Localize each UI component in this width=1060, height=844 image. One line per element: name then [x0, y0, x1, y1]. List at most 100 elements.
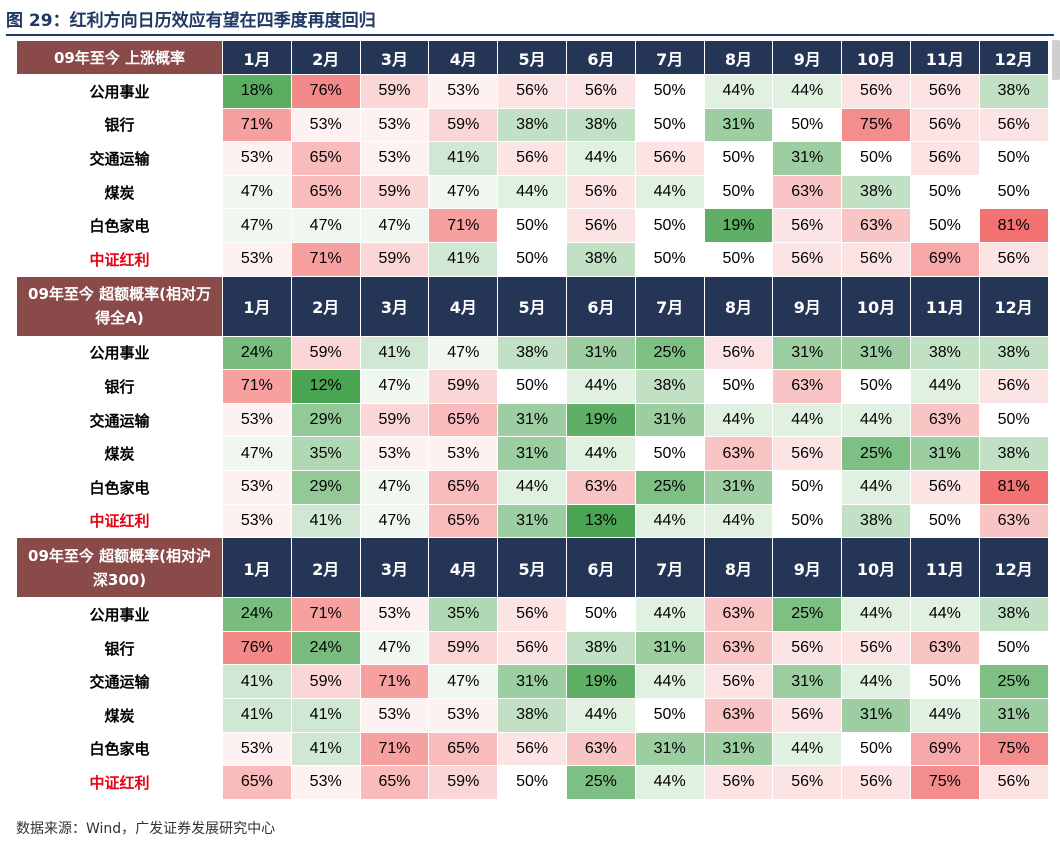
table-row: 交通运输 53% 65% 53% 41% 56% 44% 56% 50% 31% 50% 56% 50% [16, 141, 1049, 176]
heatmap-cell: 69% [909, 731, 980, 767]
heatmap-cell: 59% [359, 402, 430, 438]
heatmap-cell: 47% [428, 335, 499, 371]
heatmap-cell: 63% [565, 469, 636, 505]
table-row: 银行 71% 53% 53% 59% 38% 38% 50% 31% 50% 75% 56% 56% [16, 107, 1049, 143]
heatmap-cell: 24% [222, 335, 292, 371]
heatmap-cell: 41% [290, 697, 361, 733]
heatmap-cell: 50% [909, 174, 980, 210]
heatmap-cell: 53% [359, 436, 430, 471]
heatmap-cell: 41% [359, 335, 430, 371]
month-header: 5月 [497, 537, 567, 599]
heatmap-cell: 44% [772, 402, 843, 438]
heatmap-cell: 81% [978, 469, 1049, 505]
month-header: 3月 [359, 537, 430, 599]
heatmap-cell: 50% [634, 107, 705, 143]
heatmap-cell: 71% [359, 664, 430, 699]
row-label: 白色家电 [16, 469, 223, 505]
heatmap-cell: 31% [772, 141, 843, 176]
section-title: 09年至今 上涨概率 [16, 40, 223, 75]
heatmap-cell: 31% [497, 503, 567, 539]
heatmap-cell: 50% [772, 503, 843, 539]
heatmap-cell: 59% [359, 174, 430, 210]
table-row: 公用事业 24% 59% 41% 47% 38% 31% 25% 56% 31% 31% 38% 38% [16, 335, 1049, 371]
month-header: 5月 [497, 40, 567, 75]
figure-title: 图 29：红利方向日历效应有望在四季度再度回归 [6, 11, 376, 31]
heatmap-cell: 47% [359, 630, 430, 666]
heatmap-cell: 50% [497, 208, 567, 243]
heatmap-cell: 53% [428, 74, 499, 109]
heatmap-cell: 29% [290, 402, 361, 438]
heatmap-cell: 59% [359, 74, 430, 109]
scrollbar-thumb[interactable] [1052, 40, 1060, 80]
heatmap-cell: 50% [978, 402, 1049, 438]
heatmap-cell: 31% [772, 335, 843, 371]
month-header: 7月 [634, 40, 705, 75]
table-row: 白色家电 53% 29% 47% 65% 44% 63% 25% 31% 50% 44% 56% 81% [16, 469, 1049, 505]
row-label: 银行 [16, 369, 223, 404]
heatmap-cell: 25% [772, 597, 843, 632]
heatmap-cell: 44% [841, 597, 911, 632]
heatmap-cell: 13% [565, 503, 636, 539]
heatmap-cell: 59% [428, 107, 499, 143]
heatmap-cell: 44% [565, 436, 636, 471]
heatmap-cell: 38% [978, 74, 1049, 109]
heatmap-cell: 44% [634, 765, 705, 800]
heatmap-cell: 56% [497, 731, 567, 767]
month-header: 7月 [634, 275, 705, 337]
heatmap-cell: 59% [428, 369, 499, 404]
heatmap-cell: 76% [290, 74, 361, 109]
heatmap-cell: 44% [703, 503, 774, 539]
month-header: 8月 [703, 275, 774, 337]
heatmap-cell: 53% [222, 503, 292, 539]
heatmap-cell: 38% [841, 174, 911, 210]
month-header: 9月 [772, 40, 843, 75]
heatmap-cell: 63% [703, 630, 774, 666]
heatmap-cell: 53% [222, 731, 292, 767]
heatmap-cell: 29% [290, 469, 361, 505]
heatmap-cell: 56% [841, 74, 911, 109]
heatmap-cell: 56% [978, 107, 1049, 143]
heatmap-cell: 71% [222, 107, 292, 143]
section-title: 09年至今 超额概率(相对沪深300) [16, 537, 223, 599]
heatmap-cell: 44% [634, 664, 705, 699]
heatmap-cell: 56% [703, 765, 774, 800]
section-header-row: 09年至今 超额概率(相对沪深300) 1月 2月 3月 4月 5月 6月 7月 8月 9月 10月… [16, 537, 1049, 599]
heatmap-cell: 38% [841, 503, 911, 539]
heatmap-cell: 31% [703, 469, 774, 505]
probability-heatmap-table: 09年至今 上涨概率 1月 2月 3月 4月 5月 6月 7月 8月 9月 10月 11月 12月 公用事… [16, 40, 1049, 800]
heatmap-cell: 59% [428, 765, 499, 800]
table-row: 中证红利 53% 41% 47% 65% 31% 13% 44% 44% 50% 38% 50% 63% [16, 503, 1049, 539]
heatmap-cell: 38% [909, 335, 980, 371]
heatmap-cell: 35% [428, 597, 499, 632]
heatmap-cell: 12% [290, 369, 361, 404]
heatmap-cell: 50% [703, 141, 774, 176]
heatmap-cell: 56% [772, 630, 843, 666]
heatmap-cell: 56% [497, 597, 567, 632]
month-header: 2月 [290, 537, 361, 599]
row-label: 公用事业 [16, 597, 223, 632]
table-row: 公用事业 24% 71% 53% 35% 56% 50% 44% 63% 25% 44% 44% 38% [16, 597, 1049, 632]
heatmap-cell: 50% [634, 208, 705, 243]
heatmap-cell: 44% [497, 174, 567, 210]
heatmap-cell: 53% [222, 402, 292, 438]
heatmap-cell: 41% [222, 697, 292, 733]
row-label: 银行 [16, 107, 223, 143]
heatmap-cell: 56% [703, 664, 774, 699]
section-title: 09年至今 超额概率(相对万得全A) [16, 275, 223, 337]
table-row: 煤炭 47% 35% 53% 53% 31% 44% 50% 63% 56% 25% 31% 38% [16, 436, 1049, 471]
heatmap-cell: 24% [290, 630, 361, 666]
row-label: 中证红利 [16, 503, 223, 539]
heatmap-cell: 53% [428, 436, 499, 471]
heatmap-cell: 50% [841, 369, 911, 404]
heatmap-cell: 47% [359, 208, 430, 243]
table-row: 银行 76% 24% 47% 59% 56% 38% 31% 63% 56% 56% 63% 50% [16, 630, 1049, 666]
heatmap-cell: 65% [428, 402, 499, 438]
month-header: 6月 [565, 40, 636, 75]
heatmap-cell: 41% [290, 731, 361, 767]
heatmap-cell: 24% [222, 597, 292, 632]
heatmap-cell: 50% [909, 208, 980, 243]
heatmap-cell: 50% [703, 174, 774, 210]
heatmap-cell: 44% [565, 369, 636, 404]
heatmap-cell: 56% [497, 630, 567, 666]
heatmap-cell: 31% [497, 664, 567, 699]
